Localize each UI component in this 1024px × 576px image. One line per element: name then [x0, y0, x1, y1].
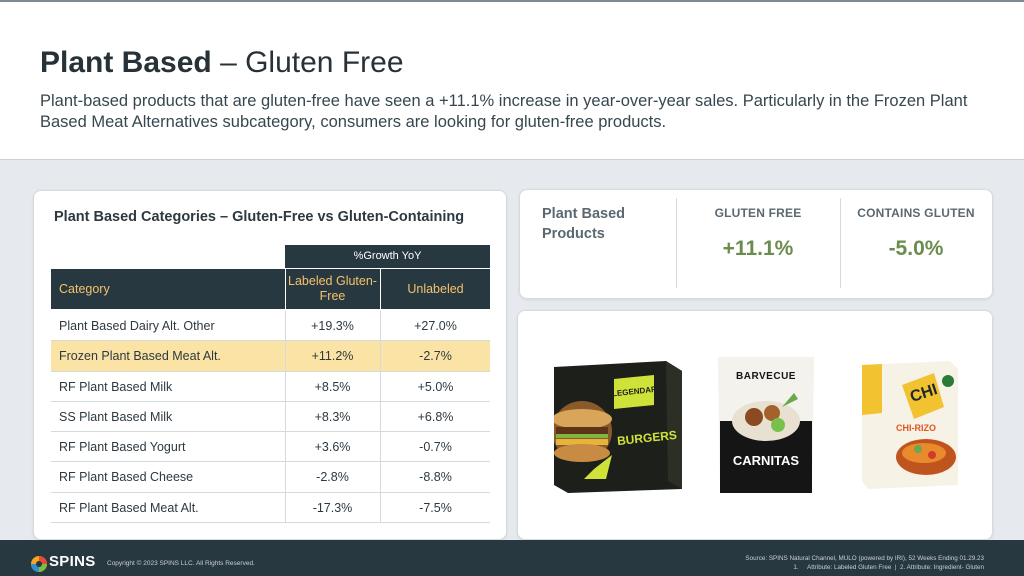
source-line-2: 1. Attribute: Labeled Gluten Free | 2. A… [793, 564, 984, 571]
top-rule [0, 0, 1024, 2]
table-title: Plant Based Categories – Gluten-Free vs … [54, 209, 465, 225]
spins-logo-icon [31, 556, 47, 572]
product-images-card: LEGENDARY BURGERS BARVECUE CARNITAS CHI [517, 310, 993, 540]
page-subtitle: Plant-based products that are gluten-fre… [40, 92, 968, 131]
contains-gluten-heading: CONTAINS GLUTEN [857, 206, 975, 220]
chirizo-product-text: CHI-RIZO [896, 423, 936, 433]
labeled-cell: +8.5% [285, 371, 379, 401]
table-header-row: Category Labeled Gluten-Free Unlabeled [51, 269, 490, 309]
labeled-cell: +11.2% [285, 341, 379, 371]
table-body: Plant Based Dairy Alt. Other +19.3% +27.… [51, 311, 490, 524]
category-cell: Frozen Plant Based Meat Alt. [59, 349, 221, 364]
stats-label: Plant Based Products [542, 206, 625, 242]
labeled-cell: -2.8% [285, 462, 379, 492]
table-row: Plant Based Dairy Alt. Other +19.3% +27.… [51, 311, 490, 342]
categories-table-card: Plant Based Categories – Gluten-Free vs … [33, 190, 507, 540]
growth-yoy-header: %Growth YoY [285, 245, 490, 268]
category-cell: SS Plant Based Milk [59, 409, 173, 424]
unlabeled-column-header: Unlabeled [380, 269, 490, 309]
category-column-header: Category [59, 282, 110, 296]
labeled-cell: +19.3% [285, 311, 379, 341]
table-row: SS Plant Based Milk +8.3% +6.8% [51, 401, 490, 433]
labeled-cell: +3.6% [285, 432, 379, 462]
chi-chirizo-package-image: CHI CHI-RIZO [862, 361, 958, 489]
carnitas-product-text: CARNITAS [732, 453, 800, 468]
table-row: RF Plant Based Cheese -2.8% -8.8% [51, 462, 490, 493]
gluten-free-heading: GLUTEN FREE [714, 206, 802, 220]
table-row: RF Plant Based Meat Alt. -17.3% -7.5% [51, 492, 490, 524]
category-cell: RF Plant Based Milk [59, 379, 173, 394]
spins-logo-text: SPINS [49, 553, 96, 570]
page-title: Plant Based – Gluten Free [40, 46, 404, 79]
unlabeled-cell: -2.7% [380, 341, 490, 371]
page-header: Plant Based – Gluten Free Plant-based pr… [0, 2, 1024, 160]
unlabeled-cell: +5.0% [380, 371, 490, 401]
category-cell: Plant Based Dairy Alt. Other [59, 319, 215, 333]
barvecue-carnitas-package-image: BARVECUE CARNITAS [714, 357, 818, 497]
table-row: RF Plant Based Milk +8.5% +5.0% [51, 371, 490, 402]
gluten-free-value: +11.1% [722, 237, 794, 260]
table-row: RF Plant Based Yogurt +3.6% -0.7% [51, 432, 490, 463]
category-cell: RF Plant Based Meat Alt. [59, 500, 199, 515]
contains-gluten-value: -5.0% [888, 237, 944, 260]
source-note: Source: SPINS Natural Channel, MULO (pow… [745, 554, 984, 572]
labeled-cell: +8.3% [285, 401, 379, 432]
barvecue-brand-text: BARVECUE [736, 371, 796, 382]
labeled-gluten-free-column-header: Labeled Gluten-Free [285, 269, 379, 309]
unlabeled-cell: -7.5% [380, 492, 490, 523]
table-row-highlighted: Frozen Plant Based Meat Alt. +11.2% -2.7… [51, 341, 490, 372]
footer-bar: SPINS Copyright © 2023 SPINS LLC. All Ri… [0, 540, 1024, 576]
growth-stats-card: Plant Based Products GLUTEN FREE +11.1% … [519, 189, 993, 299]
copyright-text: Copyright © 2023 SPINS LLC. All Rights R… [107, 560, 255, 567]
unlabeled-cell: -8.8% [380, 462, 490, 492]
unlabeled-cell: +6.8% [380, 401, 490, 432]
unlabeled-cell: +27.0% [380, 311, 490, 341]
labeled-cell: -17.3% [285, 492, 379, 523]
source-line-1: Source: SPINS Natural Channel, MULO (pow… [745, 555, 984, 562]
unlabeled-cell: -0.7% [380, 432, 490, 462]
category-cell: RF Plant Based Cheese [59, 470, 194, 485]
stats-divider [676, 198, 677, 288]
category-cell: RF Plant Based Yogurt [59, 440, 186, 455]
legendary-burgers-package-image: LEGENDARY BURGERS [552, 361, 682, 493]
stats-divider [840, 198, 841, 288]
